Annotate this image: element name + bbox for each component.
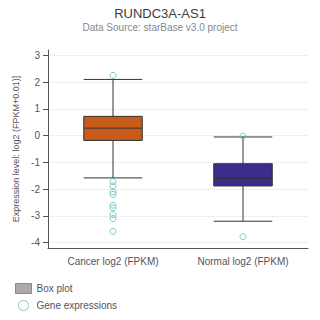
svg-text:RUNDC3A-AS1: RUNDC3A-AS1: [114, 6, 206, 21]
svg-text:-1: -1: [31, 157, 40, 168]
svg-text:3: 3: [34, 50, 40, 61]
svg-text:Data Source: starBase v3.0 pro: Data Source: starBase v3.0 project: [82, 22, 237, 33]
svg-text:Cancer log2 (FPKM): Cancer log2 (FPKM): [67, 256, 158, 267]
svg-text:-2: -2: [31, 184, 40, 195]
svg-text:Gene expressions: Gene expressions: [37, 300, 118, 311]
svg-text:-4: -4: [31, 237, 40, 248]
svg-text:-3: -3: [31, 210, 40, 221]
svg-text:1: 1: [34, 103, 40, 114]
svg-text:2: 2: [34, 77, 40, 88]
svg-text:0: 0: [34, 130, 40, 141]
svg-text:Normal log2 (FPKM): Normal log2 (FPKM): [197, 256, 288, 267]
svg-text:Box plot: Box plot: [37, 283, 73, 294]
svg-text:Expression level: log2 (FPKM+0: Expression level: log2 (FPKM+0.01)]: [11, 76, 21, 222]
